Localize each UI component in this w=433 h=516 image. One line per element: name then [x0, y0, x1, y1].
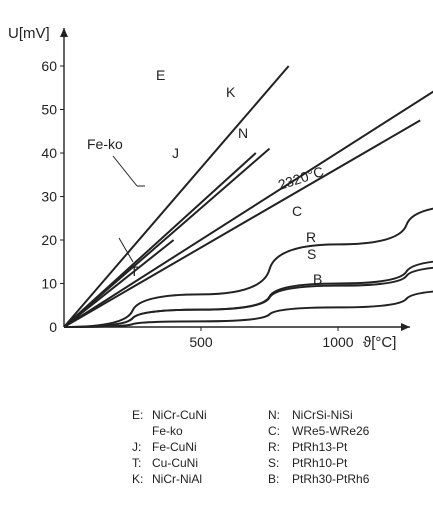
legend-row: E: NiCr-CuNi — [132, 407, 207, 423]
legend-code: J: — [132, 440, 142, 454]
series-label-fe-ko: Fe-ko — [87, 136, 123, 152]
y-tick-label: 0 — [49, 319, 57, 335]
x-tick-label: 1000 — [322, 334, 353, 350]
legend-code: E: — [132, 408, 144, 422]
legend-row: K: NiCr-NiAl — [132, 471, 207, 487]
fe-ko-leader-line — [112, 155, 138, 187]
x-tick-label: 500 — [189, 334, 213, 350]
legend-code: T: — [132, 456, 142, 470]
t-leader-line — [118, 237, 134, 263]
legend-code: N: — [268, 408, 280, 422]
y-axis-arrow — [60, 28, 68, 37]
legend-description: Fe-ko — [152, 424, 183, 438]
x-axis-label: ϑ[°C] — [363, 334, 396, 351]
series-line-e — [63, 65, 290, 328]
series-label-b: B — [313, 271, 322, 287]
legend-code: B: — [268, 472, 280, 486]
legend-row: R: PtRh13-Pt — [268, 439, 369, 455]
legend-code: C: — [268, 424, 280, 438]
y-tick-label: 30 — [41, 189, 57, 205]
series-line-j — [63, 147, 271, 328]
x-axis-arrow — [401, 323, 410, 331]
series-line-t — [63, 239, 175, 328]
legend-description: NiCr-CuNi — [152, 408, 207, 422]
y-tick-label: 60 — [41, 58, 57, 74]
legend-code: K: — [132, 472, 144, 486]
legend-description: WRe5-WRe26 — [292, 424, 370, 438]
legend-row: T: Cu-CuNi — [132, 455, 207, 471]
legend-row: C: WRe5-WRe26 — [268, 423, 369, 439]
legend-row: S: PtRh10-Pt — [268, 455, 369, 471]
legend-description: NiCrSi-NiSi — [292, 408, 353, 422]
series-label-e: E — [156, 67, 165, 83]
legend-description: PtRh30-PtRh6 — [292, 472, 370, 486]
series-line-s — [63, 266, 433, 328]
legend-description: NiCr-NiAl — [152, 472, 202, 486]
legend-right-column: N: NiCrSi-NiSi C: WRe5-WRe26 R: PtRh13-Pt S: Pt… — [268, 407, 369, 487]
y-axis-label: U[mV] — [8, 25, 50, 42]
series-line-n — [63, 119, 421, 328]
series-label-t: T — [130, 263, 139, 279]
legend-description: Cu-CuNi — [152, 456, 199, 470]
annotation-2320c: 2320°C — [276, 163, 326, 193]
series-lines — [63, 65, 433, 328]
series-label-k: K — [226, 84, 236, 100]
y-tick-label: 10 — [41, 276, 57, 292]
ticks: 0102030405060500100015002000 — [41, 58, 353, 350]
legend-row: Fe-ko — [132, 423, 207, 439]
legend-description: PtRh10-Pt — [292, 456, 348, 470]
series-label-j: J — [172, 145, 179, 161]
legend-code: R: — [268, 440, 280, 454]
legend-row: J: Fe-CuNi — [132, 439, 207, 455]
series-line-k — [63, 90, 433, 328]
series-label-c: C — [292, 203, 302, 219]
y-tick-label: 50 — [41, 102, 57, 118]
y-tick-label: 20 — [41, 232, 57, 248]
legend-description: PtRh13-Pt — [292, 440, 348, 454]
legend-row: B: PtRh30-PtRh6 — [268, 471, 369, 487]
series-label-s: S — [307, 246, 316, 262]
legend-left-column: E: NiCr-CuNi Fe-ko J: Fe-CuNi T: Cu-CuNi K: NiCr… — [132, 407, 207, 487]
legend-description: Fe-CuNi — [152, 440, 197, 454]
series-line-c — [63, 207, 433, 328]
series-line-r — [63, 260, 433, 328]
legend-row: N: NiCrSi-NiSi — [268, 407, 369, 423]
series-label-n: N — [238, 125, 248, 141]
axes: U[mV] ϑ[°C] — [8, 25, 410, 351]
series-label-r: R — [306, 229, 316, 245]
series-line-b — [63, 290, 433, 328]
y-tick-label: 40 — [41, 145, 57, 161]
legend-code: S: — [268, 456, 280, 470]
